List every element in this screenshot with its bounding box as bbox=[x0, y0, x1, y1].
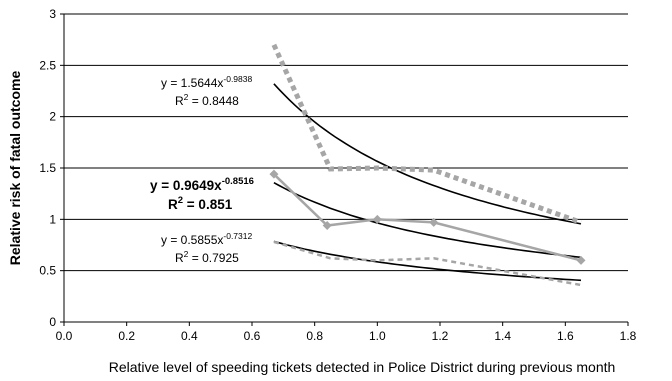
data-point-marker bbox=[269, 169, 279, 179]
svg-text:R2 = 0.851: R2 = 0.851 bbox=[168, 195, 233, 212]
y-tick-label: 0.5 bbox=[39, 264, 56, 278]
svg-text:y = 0.9649x-0.8516: y = 0.9649x-0.8516 bbox=[150, 176, 254, 193]
series-line-1 bbox=[273, 173, 582, 262]
r-squared-label: R bbox=[175, 94, 184, 108]
x-tick-label: 1.8 bbox=[620, 329, 637, 343]
x-tick-label: 0.0 bbox=[56, 329, 73, 343]
data-point-marker bbox=[576, 255, 586, 265]
x-tick-label: 1.4 bbox=[494, 329, 511, 343]
y-tick-label: 2 bbox=[49, 110, 56, 124]
data-point-marker bbox=[322, 220, 332, 230]
tick-labels: 0 0.5 1 1.5 2 2.5 3 0.0 0.2 0.4 0.6 0.8 1.0 1.2 1.4 1.6… bbox=[39, 7, 636, 343]
equation-annotation-bottom: y = 0.5855x-0.7312 R2 = 0.7925 bbox=[161, 231, 252, 265]
trendlines bbox=[273, 83, 582, 282]
equation-text: y = 1.5644x bbox=[161, 76, 223, 90]
y-axis-title: Relative risk of fatal outcome bbox=[7, 71, 23, 266]
x-tick-label: 1.2 bbox=[432, 329, 449, 343]
equation-text: y = 0.5855x bbox=[161, 233, 223, 247]
x-tick-label: 0.2 bbox=[118, 329, 135, 343]
svg-text:R2 = 0.8448: R2 = 0.8448 bbox=[175, 92, 239, 108]
trendline-1 bbox=[273, 181, 582, 259]
r-squared-exponent: 2 bbox=[184, 249, 189, 259]
trendline-2 bbox=[273, 240, 582, 282]
r-squared-value: = 0.851 bbox=[183, 197, 233, 212]
x-tick-label: 1.6 bbox=[557, 329, 574, 343]
equation-text: y = 0.9649x bbox=[150, 178, 222, 193]
y-tick-label: 1.5 bbox=[39, 161, 56, 175]
y-tick-label: 3 bbox=[49, 7, 56, 21]
equation-annotation-middle: y = 0.9649x-0.8516 R2 = 0.851 bbox=[150, 176, 254, 212]
svg-text:y = 1.5644x-0.9838: y = 1.5644x-0.9838 bbox=[161, 74, 252, 90]
r-squared-label: R bbox=[168, 197, 178, 212]
equation-exponent: -0.8516 bbox=[222, 176, 254, 187]
series-line-2 bbox=[273, 240, 582, 287]
x-axis-title: Relative level of speeding tickets detec… bbox=[109, 359, 616, 375]
y-tick-label: 1 bbox=[49, 212, 56, 226]
svg-text:R2 = 0.7925: R2 = 0.7925 bbox=[175, 249, 239, 265]
data-point-marker bbox=[372, 214, 382, 224]
svg-text:y = 0.5855x-0.7312: y = 0.5855x-0.7312 bbox=[161, 231, 252, 247]
r-squared-label: R bbox=[175, 251, 184, 265]
x-tick-label: 0.8 bbox=[306, 329, 323, 343]
equation-exponent: -0.9838 bbox=[223, 74, 252, 84]
series-line-0 bbox=[271, 43, 582, 225]
data-series bbox=[269, 43, 586, 287]
equation-exponent: -0.7312 bbox=[223, 231, 252, 241]
x-tick-label: 0.6 bbox=[244, 329, 261, 343]
r-squared-value: = 0.7925 bbox=[188, 251, 239, 265]
y-tick-label: 2.5 bbox=[39, 58, 56, 72]
gridlines bbox=[64, 13, 628, 272]
r-squared-exponent: 2 bbox=[178, 195, 183, 206]
r-squared-exponent: 2 bbox=[184, 92, 189, 102]
r-squared-value: = 0.8448 bbox=[188, 94, 239, 108]
trendline-0 bbox=[273, 83, 582, 225]
equation-annotation-top: y = 1.5644x-0.9838 R2 = 0.8448 bbox=[161, 74, 252, 108]
x-tick-label: 1.0 bbox=[369, 329, 386, 343]
x-tick-label: 0.4 bbox=[181, 329, 198, 343]
axes bbox=[60, 13, 629, 326]
data-point-marker bbox=[429, 217, 439, 227]
y-tick-label: 0 bbox=[49, 315, 56, 329]
